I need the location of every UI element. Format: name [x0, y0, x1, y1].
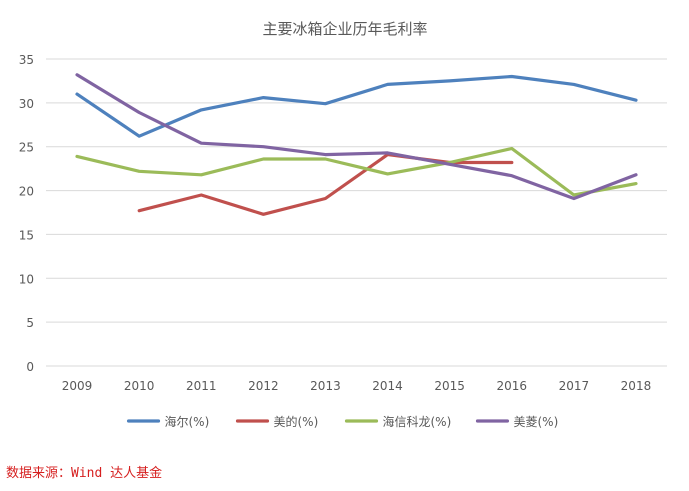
legend-label: 海尔(%): [165, 414, 210, 429]
legend-label: 美的(%): [274, 414, 319, 429]
series-line-3: [75, 146, 638, 197]
legend: 海尔(%) 美的(%) 海信科龙(%) 美菱(%): [126, 414, 559, 429]
x-tick-label: 2009: [62, 379, 93, 393]
y-tick-label: 0: [26, 360, 34, 374]
y-tick-label: 15: [19, 228, 34, 242]
x-tick-label: 2011: [186, 379, 217, 393]
series-line-2: [137, 153, 514, 216]
y-tick-label: 10: [19, 272, 34, 286]
x-tick-label: 2017: [559, 379, 590, 393]
legend-item-4: 美菱(%): [475, 415, 559, 429]
legend-label: 海信科龙(%): [383, 414, 452, 429]
x-tick-label: 2015: [434, 379, 465, 393]
source-note: 数据来源：Wind 达人基金: [6, 466, 163, 481]
legend-item-2: 美的(%): [235, 414, 319, 429]
chart-container: 主要冰箱企业历年毛利率 0 5 10 15 20 25 30 35 2009 2010 2011 2…: [19, 20, 667, 429]
x-tick-label: 2013: [310, 379, 341, 393]
gridlines: [46, 58, 667, 367]
x-tick-label: 2014: [372, 379, 403, 393]
legend-label: 美菱(%): [514, 415, 559, 429]
x-tick-label: 2012: [248, 379, 279, 393]
y-tick-label: 30: [19, 97, 34, 111]
legend-item-3: 海信科龙(%): [344, 414, 452, 429]
series-line-1: [75, 74, 638, 138]
x-axis-ticks: 2009 2010 2011 2012 2013 2014 2015 2016 2017 2018: [62, 379, 651, 393]
y-tick-label: 35: [19, 53, 34, 67]
series-line-4: [75, 73, 638, 201]
legend-item-1: 海尔(%): [126, 414, 210, 429]
y-tick-label: 25: [19, 141, 34, 155]
x-tick-label: 2018: [621, 379, 652, 393]
y-tick-label: 5: [26, 316, 34, 330]
y-tick-label: 20: [19, 185, 34, 199]
x-tick-label: 2010: [124, 379, 155, 393]
chart-title: 主要冰箱企业历年毛利率: [262, 20, 427, 38]
y-axis-ticks: 0 5 10 15 20 25 30 35: [19, 53, 34, 374]
x-tick-label: 2016: [496, 379, 527, 393]
series-lines: [75, 73, 638, 216]
